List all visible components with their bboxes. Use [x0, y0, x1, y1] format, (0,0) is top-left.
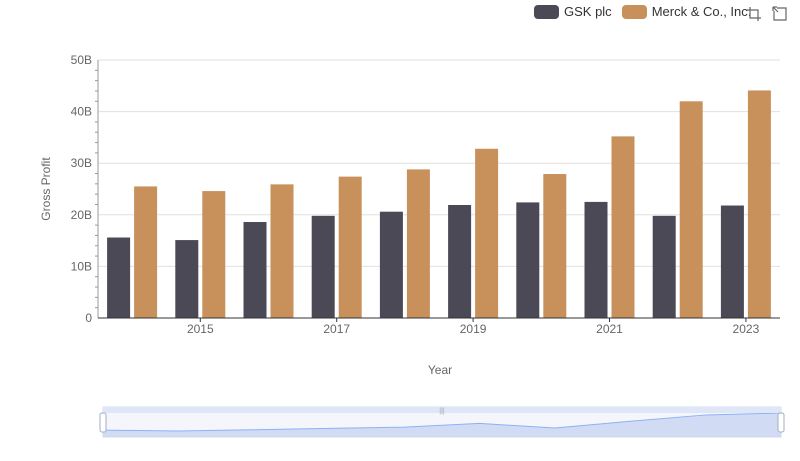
- legend-swatch-merck: [621, 4, 647, 19]
- bar-merck-2019: [475, 148, 499, 318]
- x-tick-label: 2015: [187, 322, 214, 336]
- bar-merck-2018: [406, 169, 430, 318]
- bar-merck-2023: [747, 90, 771, 318]
- zoom-icon[interactable]: [746, 6, 762, 22]
- data-zoom-handle-end[interactable]: [777, 412, 785, 433]
- data-zoom-preview-area: [103, 413, 781, 437]
- legend-label-merck: Merck & Co., Inc.: [651, 4, 752, 19]
- bars: [107, 90, 771, 318]
- data-zoom-preview-line: [102, 412, 782, 432]
- x-tick-label: 2021: [596, 322, 623, 336]
- x-tick-label: 2019: [460, 322, 487, 336]
- y-tick-label: 0: [85, 311, 92, 325]
- bar-gsk-2023: [720, 205, 744, 318]
- x-axis-label: Year: [428, 363, 452, 377]
- axes: 0 10B 20B 30B 40B 50B 2015 2017 2019 2021 2023: [71, 53, 780, 336]
- legend-label-gsk: GSK plc: [564, 4, 612, 19]
- bar-gsk-2019: [448, 204, 472, 318]
- y-tick-label: 50B: [71, 53, 92, 67]
- data-zoom-move-bar: [103, 407, 781, 413]
- bar-merck-2017: [338, 176, 362, 318]
- bar-gsk-2017: [311, 215, 335, 318]
- y-tick-label: 30B: [71, 156, 92, 170]
- bar-gsk-2020: [516, 202, 540, 318]
- grid: [98, 59, 780, 267]
- y-tick-label: 20B: [71, 208, 92, 222]
- legend-item-merck[interactable]: Merck & Co., Inc.: [621, 4, 752, 19]
- y-tick-label: 40B: [71, 105, 92, 119]
- zoom-reset-icon[interactable]: [772, 6, 788, 22]
- data-zoom-handle-start[interactable]: [99, 412, 107, 433]
- bar-gsk-2021: [584, 201, 608, 318]
- legend: GSK plc Merck & Co., Inc.: [534, 4, 761, 19]
- bar-gsk-2016: [243, 222, 267, 318]
- y-axis-label: Gross Profit: [39, 157, 53, 221]
- bar-merck-2014: [134, 186, 158, 318]
- bar-merck-2022: [679, 101, 703, 318]
- y-tick-label: 10B: [71, 259, 92, 273]
- legend-swatch-gsk: [534, 4, 559, 19]
- data-zoom-slider[interactable]: |||: [99, 406, 785, 438]
- x-tick-label: 2017: [323, 322, 350, 336]
- data-zoom-grip: |||: [439, 408, 445, 415]
- legend-item-gsk[interactable]: GSK plc: [534, 4, 612, 19]
- bar-gsk-2014: [107, 237, 131, 318]
- x-tick-label: 2023: [733, 322, 760, 336]
- bar-merck-2016: [270, 184, 294, 318]
- bar-merck-2021: [611, 136, 635, 318]
- bar-gsk-2018: [379, 211, 403, 318]
- bar-merck-2020: [543, 174, 567, 318]
- bar-merck-2015: [202, 191, 226, 318]
- bar-gsk-2015: [175, 240, 199, 318]
- toolbox: [746, 6, 788, 22]
- bar-gsk-2022: [652, 215, 676, 318]
